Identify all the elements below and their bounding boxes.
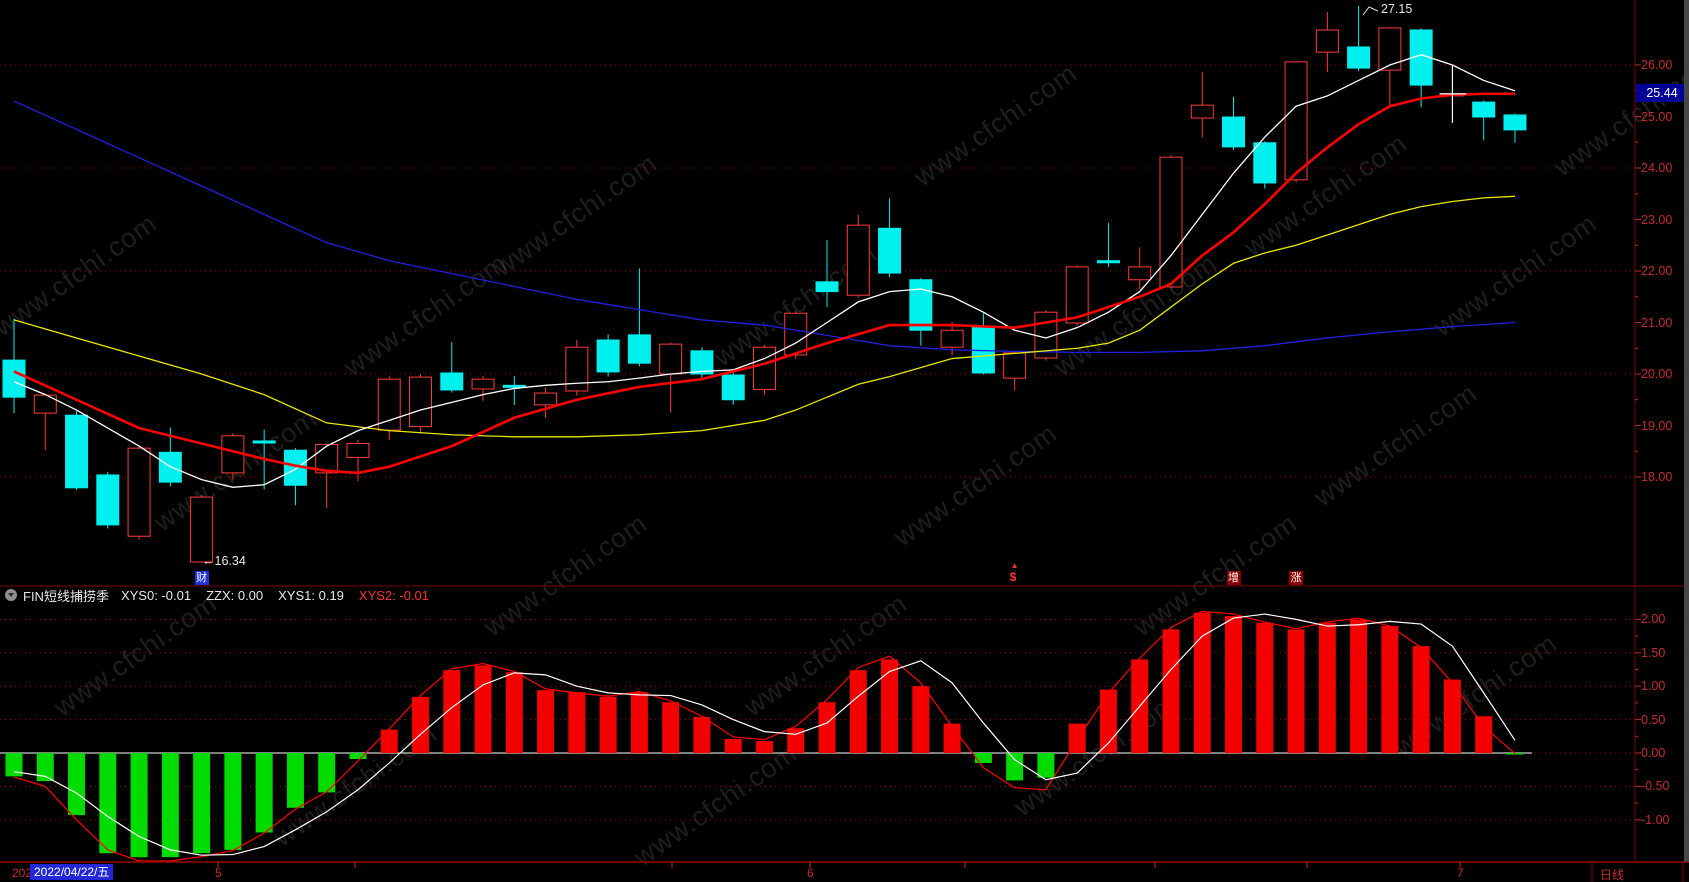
candle-body[interactable] (1190, 104, 1214, 119)
candle-body[interactable] (252, 440, 276, 444)
candle-body[interactable] (471, 378, 495, 390)
histogram-bar[interactable] (318, 753, 336, 793)
candle-body[interactable] (1472, 101, 1496, 118)
period-label[interactable]: 日线 (1600, 868, 1625, 882)
candle-body[interactable] (1065, 266, 1089, 324)
candle-body[interactable] (534, 392, 558, 406)
candle-body[interactable] (784, 312, 808, 356)
candle-body[interactable] (1409, 29, 1433, 86)
histogram-bar[interactable] (1287, 629, 1305, 753)
histogram-bar[interactable] (568, 692, 586, 753)
candle-body[interactable] (1378, 27, 1402, 71)
candle-body[interactable] (721, 374, 745, 401)
signal-red-line (13, 610, 1516, 862)
candle-body[interactable] (1347, 46, 1371, 69)
histogram-bar[interactable] (36, 753, 54, 782)
histogram-bar[interactable] (99, 753, 117, 854)
signal-white-line (13, 613, 1516, 856)
candle-body[interactable] (409, 376, 433, 428)
candle-body[interactable] (1253, 142, 1277, 184)
histogram-bar[interactable] (630, 692, 648, 753)
candle-body[interactable] (502, 384, 526, 388)
histogram-bar[interactable] (1350, 619, 1368, 753)
histogram-bar[interactable] (380, 729, 398, 753)
candle-body[interactable] (1503, 114, 1527, 131)
candle-body[interactable] (1096, 260, 1120, 264)
candle-body[interactable] (1159, 156, 1183, 288)
histogram-bar[interactable] (912, 686, 930, 753)
candle-body[interactable] (659, 343, 683, 375)
candle-body[interactable] (940, 329, 964, 348)
histogram-bar[interactable] (68, 753, 86, 816)
histogram-bar[interactable] (537, 690, 555, 753)
candle-body[interactable] (846, 224, 870, 296)
candle-body[interactable] (1315, 29, 1339, 53)
histogram-bar[interactable] (818, 702, 836, 753)
histogram-bar[interactable] (693, 716, 711, 753)
histogram-bar[interactable] (224, 753, 242, 850)
high-annotation-arrow (1362, 6, 1379, 16)
candle-body[interactable] (1003, 352, 1027, 379)
histogram-bar[interactable] (849, 670, 867, 753)
indicator-collapse-icon[interactable] (5, 589, 17, 601)
candle-body[interactable] (96, 474, 120, 526)
histogram-bar[interactable] (1037, 753, 1055, 778)
histogram-bar[interactable] (724, 738, 742, 753)
histogram-bar[interactable] (412, 696, 430, 753)
candle-body[interactable] (1284, 61, 1308, 181)
candle-body[interactable] (752, 346, 776, 390)
histogram-bar[interactable] (1506, 753, 1524, 755)
histogram-bar[interactable] (130, 753, 148, 858)
histogram-bar[interactable] (1318, 622, 1336, 753)
histogram-bar[interactable] (1381, 626, 1399, 753)
histogram-bar[interactable] (505, 672, 523, 753)
candle-body[interactable] (315, 444, 339, 474)
candle-body[interactable] (65, 414, 89, 489)
histogram-bar[interactable] (1443, 679, 1461, 753)
histogram-bar[interactable] (1256, 622, 1274, 753)
histogram-bar[interactable] (662, 702, 680, 753)
histogram-bar[interactable] (1475, 716, 1493, 753)
histogram-bar[interactable] (255, 753, 273, 833)
histogram-bar[interactable] (474, 665, 492, 753)
candle-body[interactable] (878, 227, 902, 274)
ma-white-line (13, 54, 1516, 488)
candle-body[interactable] (627, 334, 651, 364)
histogram-bar[interactable] (943, 723, 961, 753)
ma-red-line (13, 92, 1515, 475)
histogram-bar[interactable] (1162, 629, 1180, 753)
histogram-bar[interactable] (1006, 753, 1024, 781)
candle-body[interactable] (346, 443, 370, 458)
candle-body[interactable] (1128, 266, 1152, 281)
histogram-bar[interactable] (193, 753, 211, 854)
histogram-bar[interactable] (1412, 646, 1430, 753)
histogram-bar[interactable] (1225, 616, 1243, 753)
candle-body[interactable] (440, 372, 464, 391)
candle-body[interactable] (190, 496, 214, 563)
histogram-bar[interactable] (755, 740, 773, 753)
candle-body[interactable] (2, 359, 26, 398)
histogram-bar[interactable] (599, 696, 617, 753)
histogram-bar[interactable] (974, 753, 992, 764)
histogram-bar[interactable] (881, 659, 899, 753)
ma-yellow-line (13, 195, 1515, 438)
candle-body[interactable] (596, 339, 620, 373)
candle-body[interactable] (815, 281, 839, 293)
candle-body[interactable] (909, 279, 933, 331)
candle-body[interactable] (1222, 116, 1246, 148)
candle-body[interactable] (127, 447, 151, 537)
histogram-bar[interactable] (161, 753, 179, 858)
histogram-bar[interactable] (286, 753, 304, 808)
histogram-bar[interactable] (349, 753, 367, 760)
histogram-bar[interactable] (1193, 612, 1211, 753)
ma-blue-line (13, 100, 1516, 354)
candle-body[interactable] (690, 350, 714, 375)
histogram-bar[interactable] (5, 753, 23, 777)
candle-body[interactable] (565, 346, 589, 392)
histogram-bar[interactable] (443, 670, 461, 753)
scrollbar[interactable] (1684, 0, 1689, 862)
